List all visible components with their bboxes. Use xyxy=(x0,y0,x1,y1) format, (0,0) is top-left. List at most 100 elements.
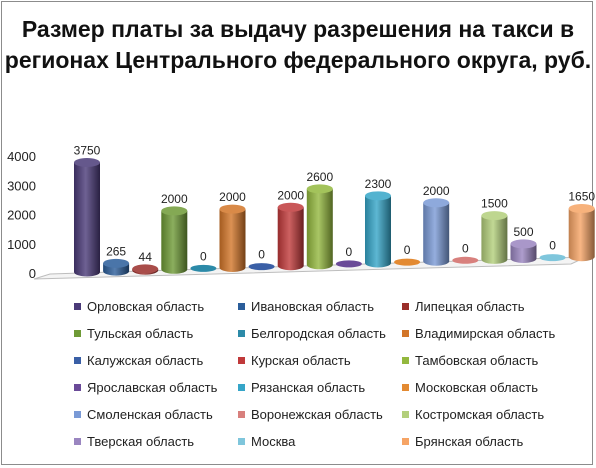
legend-item: Владимирская область xyxy=(402,325,582,341)
legend-item: Курская область xyxy=(238,352,402,368)
data-label: 500 xyxy=(513,225,533,239)
data-label: 1650 xyxy=(568,190,595,204)
legend-label: Орловская область xyxy=(87,298,205,314)
legend-item: Липецкая область xyxy=(402,298,582,314)
bar-body xyxy=(161,210,188,274)
legend-item: Воронежская область xyxy=(238,406,402,422)
legend: Орловская область Ивановская область Липец… xyxy=(74,298,594,449)
legend-swatch xyxy=(74,329,81,337)
bar-15 xyxy=(481,211,508,264)
bar-body xyxy=(568,208,595,262)
legend-label: Ярославская область xyxy=(87,379,218,395)
legend-label: Рязанская область xyxy=(251,379,366,395)
bar-4 xyxy=(161,206,188,274)
legend-swatch xyxy=(402,410,409,418)
data-label: 2000 xyxy=(161,192,188,206)
legend-item: Московская область xyxy=(402,379,582,395)
legend-swatch xyxy=(74,302,81,310)
bar-7 xyxy=(248,263,275,271)
data-label: 0 xyxy=(404,243,411,257)
bar-top xyxy=(481,211,508,221)
data-label: 0 xyxy=(462,241,469,255)
legend-swatch xyxy=(238,302,245,310)
legend-label: Воронежская область xyxy=(251,406,383,422)
legend-item: Тульская область xyxy=(74,325,238,341)
legend-item: Тамбовская область xyxy=(402,352,582,368)
legend-label: Московская область xyxy=(415,379,539,395)
legend-item: Брянская область xyxy=(402,433,582,449)
bar-zero-disc xyxy=(394,258,421,266)
bar-body xyxy=(423,202,450,266)
bar-body xyxy=(365,195,391,268)
bar-body xyxy=(510,243,537,263)
legend-label: Белгородская область xyxy=(251,325,386,341)
data-label: 44 xyxy=(139,250,153,264)
data-label: 265 xyxy=(106,244,126,258)
bar-top xyxy=(277,202,304,212)
bar-top xyxy=(132,264,159,274)
bar-8 xyxy=(277,202,304,271)
legend-label: Владимирская область xyxy=(415,325,556,341)
bar-3 xyxy=(132,264,159,275)
legend-swatch xyxy=(74,437,81,445)
legend-swatch xyxy=(238,437,245,445)
bar-17 xyxy=(539,254,566,262)
legend-swatch xyxy=(74,383,81,391)
legend-label: Костромская область xyxy=(415,406,545,422)
bar-body xyxy=(277,207,304,271)
data-label: 1500 xyxy=(481,197,508,211)
legend-label: Москва xyxy=(251,433,296,449)
data-label: 2600 xyxy=(306,170,333,184)
legend-label: Смоленская область xyxy=(87,406,213,422)
y-tick-label: 2000 xyxy=(7,208,36,223)
legend-swatch xyxy=(74,356,81,364)
bar-1 xyxy=(74,158,100,277)
bar-top xyxy=(74,158,100,167)
bar-chart: 0 1000 2000 3000 4000 3750 265 44 2000 0 2000 0 2000… xyxy=(7,144,595,282)
bar-top xyxy=(423,198,450,208)
bar-zero-disc xyxy=(248,263,275,271)
bar-zero-disc xyxy=(539,254,566,262)
bar-12 xyxy=(394,258,421,266)
bar-top xyxy=(306,184,333,194)
bar-10 xyxy=(335,260,362,268)
legend-label: Брянская область xyxy=(415,433,524,449)
legend-label: Липецкая область xyxy=(415,298,525,314)
data-label: 2000 xyxy=(219,190,246,204)
chart-title: Размер платы за выдачу разрешения на так… xyxy=(4,16,592,73)
bar-body xyxy=(74,162,100,277)
legend-label: Тульская область xyxy=(87,325,194,341)
bar-zero-disc xyxy=(335,260,362,268)
data-label: 0 xyxy=(200,249,207,263)
data-label: 2300 xyxy=(365,177,392,191)
legend-item: Ивановская область xyxy=(238,298,402,314)
bar-16 xyxy=(510,239,537,263)
bar-2 xyxy=(103,258,130,276)
legend-label: Курская область xyxy=(251,352,351,368)
bar-13 xyxy=(423,198,450,266)
bar-14 xyxy=(452,256,479,264)
legend-swatch xyxy=(402,437,409,445)
legend-label: Тверская область xyxy=(87,433,195,449)
legend-item: Москва xyxy=(238,433,402,449)
data-label: 2000 xyxy=(423,184,450,198)
legend-swatch xyxy=(238,356,245,364)
bar-5 xyxy=(190,264,217,272)
data-label: 3750 xyxy=(74,144,101,158)
legend-swatch xyxy=(238,383,245,391)
bar-6 xyxy=(219,204,246,272)
legend-item: Рязанская область xyxy=(238,379,402,395)
bar-zero-disc xyxy=(452,256,479,264)
y-tick-label: 0 xyxy=(29,266,36,281)
bar-zero-disc xyxy=(190,264,217,272)
y-tick-label: 3000 xyxy=(7,178,36,193)
bar-18 xyxy=(568,204,595,262)
bar-top xyxy=(365,191,391,201)
legend-item: Тверская область xyxy=(74,433,238,449)
legend-item: Калужская область xyxy=(74,352,238,368)
legend-swatch xyxy=(238,410,245,418)
bar-top xyxy=(161,206,188,216)
bar-body xyxy=(481,215,508,264)
y-tick-label: 4000 xyxy=(7,149,36,164)
legend-item: Белгородская область xyxy=(238,325,402,341)
